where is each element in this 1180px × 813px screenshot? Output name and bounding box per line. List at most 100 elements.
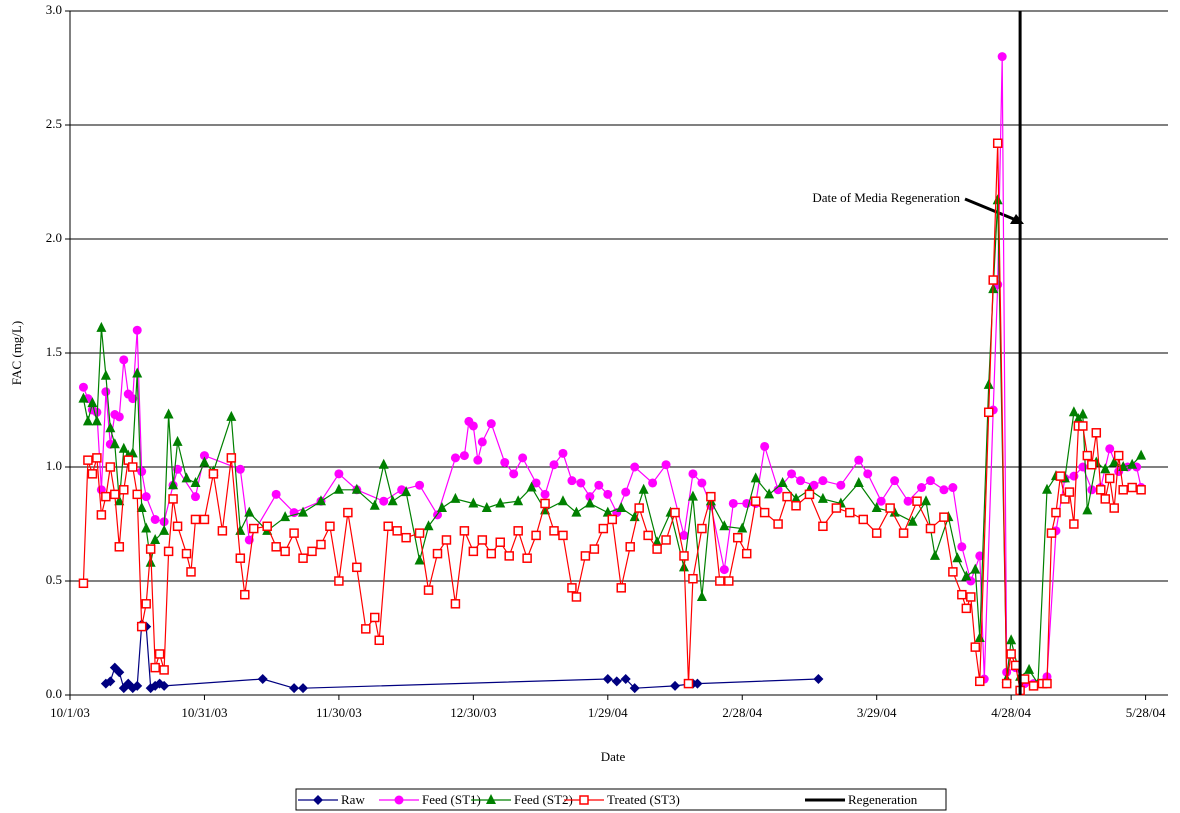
data-point xyxy=(114,495,125,506)
y-tick-label: 2.5 xyxy=(46,116,62,131)
data-point xyxy=(992,194,1003,205)
data-point xyxy=(361,624,371,634)
data-point xyxy=(1024,663,1035,674)
data-point xyxy=(791,501,801,511)
data-point xyxy=(101,491,111,502)
data-point xyxy=(110,489,120,500)
data-point xyxy=(383,521,393,532)
data-point xyxy=(509,469,519,479)
data-point xyxy=(643,530,653,541)
data-point xyxy=(692,678,703,689)
x-tick-label: 4/28/04 xyxy=(991,705,1031,720)
data-point xyxy=(719,520,730,531)
data-point xyxy=(91,415,102,426)
data-point xyxy=(473,455,483,465)
data-point xyxy=(298,553,308,563)
data-point xyxy=(625,542,635,552)
data-point xyxy=(540,489,550,499)
data-point xyxy=(423,585,434,595)
data-point xyxy=(190,476,201,487)
data-point xyxy=(271,542,281,552)
data-point xyxy=(890,476,900,486)
data-point xyxy=(584,497,595,508)
data-point xyxy=(334,576,344,586)
data-point xyxy=(750,472,761,483)
annotation: Date of Media Regeneration xyxy=(812,190,960,205)
data-point xyxy=(351,483,362,494)
data-point xyxy=(137,467,147,477)
data-point xyxy=(1109,503,1119,513)
data-point xyxy=(163,546,174,557)
data-point xyxy=(109,438,120,449)
y-axis-title: FAC (mg/L) xyxy=(9,321,24,385)
data-point xyxy=(1006,634,1017,645)
data-point xyxy=(630,462,640,472)
data-point xyxy=(96,510,107,520)
data-point xyxy=(1105,444,1115,454)
data-point xyxy=(925,476,935,486)
data-point xyxy=(688,469,698,479)
data-point xyxy=(235,524,246,535)
data-point xyxy=(78,382,88,392)
data-point xyxy=(796,476,806,486)
data-point xyxy=(1087,485,1097,495)
data-point xyxy=(307,546,317,557)
data-point xyxy=(100,369,111,380)
data-point xyxy=(1082,450,1093,461)
data-point xyxy=(226,453,237,463)
data-point xyxy=(105,462,116,472)
data-point xyxy=(917,483,927,493)
data-point xyxy=(696,590,707,601)
data-point xyxy=(87,397,98,408)
data-point xyxy=(580,551,591,561)
data-point xyxy=(477,437,487,447)
data-point xyxy=(715,576,725,586)
data-point xyxy=(557,495,568,506)
data-point xyxy=(1001,678,1012,689)
x-tick-label: 10/1/03 xyxy=(50,705,90,720)
data-point xyxy=(687,490,698,501)
data-point xyxy=(289,683,300,694)
data-point xyxy=(199,451,209,461)
data-point xyxy=(773,485,783,495)
data-point xyxy=(423,520,434,531)
data-point xyxy=(558,530,568,541)
data-point xyxy=(966,592,976,602)
data-point xyxy=(96,321,107,332)
data-point xyxy=(132,489,142,500)
data-point xyxy=(1082,504,1093,515)
x-tick-label: 5/28/04 xyxy=(1126,705,1166,720)
data-point xyxy=(83,455,93,465)
data-point xyxy=(920,495,931,506)
data-point xyxy=(352,562,362,573)
data-point xyxy=(141,599,151,609)
legend-label: Feed (ST1) xyxy=(422,792,481,807)
data-point xyxy=(1068,406,1079,417)
data-point xyxy=(82,415,93,426)
data-point xyxy=(226,410,237,421)
data-point xyxy=(181,472,192,483)
data-point xyxy=(257,674,268,685)
data-point xyxy=(1042,678,1052,689)
data-point xyxy=(1069,471,1079,481)
data-point xyxy=(150,514,160,524)
data-point xyxy=(952,552,963,563)
data-point xyxy=(939,512,949,522)
legend-label: Regeneration xyxy=(848,792,918,807)
data-point xyxy=(764,488,775,499)
legend-marker xyxy=(394,795,404,805)
data-point xyxy=(652,544,662,554)
data-point xyxy=(957,589,967,600)
data-point xyxy=(983,407,994,418)
data-point xyxy=(199,514,210,525)
data-point xyxy=(813,674,824,685)
data-point xyxy=(885,503,895,513)
data-point xyxy=(1091,428,1102,438)
data-point xyxy=(334,469,344,479)
data-point xyxy=(719,565,729,575)
data-point xyxy=(1028,681,1039,691)
y-tick-label: 1.0 xyxy=(46,458,62,473)
data-point xyxy=(1136,449,1147,460)
y-tick-label: 1.5 xyxy=(46,344,62,359)
